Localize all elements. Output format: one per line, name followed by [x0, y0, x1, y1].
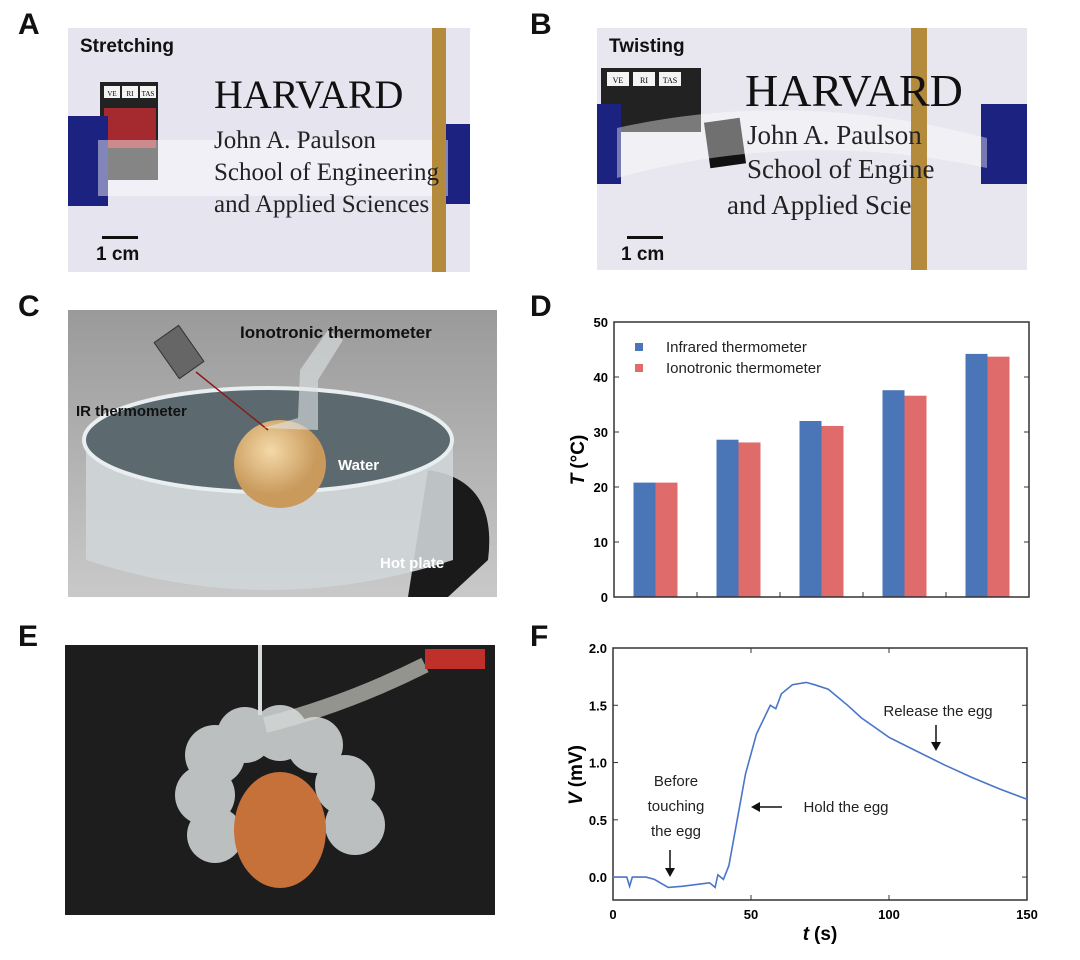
voltage-line-chart: V(mV) t (s) Before touching the egg Hold … — [566, 641, 1038, 945]
caption-twisting: Twisting — [609, 36, 685, 57]
sign-line3: and Applied Scie — [727, 190, 911, 220]
ionotronic-sensor — [263, 330, 343, 430]
gripper-photo — [65, 645, 495, 915]
panel-label-b: B — [530, 8, 552, 41]
sign-title: HARVARD — [745, 65, 963, 116]
bar-infrared — [965, 353, 988, 597]
egg — [234, 772, 326, 888]
y-tick-label: 2.0 — [589, 641, 607, 656]
egg — [234, 420, 326, 508]
legend-label: Ionotronic thermometer — [666, 360, 821, 377]
y-tick-label: 20 — [594, 480, 608, 495]
sign-line2: School of Engine — [747, 154, 934, 184]
bar-ionotronic — [987, 356, 1010, 597]
label-water: Water — [338, 457, 379, 474]
legend-swatch — [635, 364, 643, 372]
svg-text:VE: VE — [107, 90, 116, 98]
thermometer-schematic: Ionotronic thermometer IR thermometer Wa… — [68, 310, 497, 597]
left-glove — [68, 116, 108, 206]
x-tick-label: 150 — [1016, 907, 1038, 922]
sign-line2: School of Engineering — [214, 159, 439, 186]
legend-swatch — [635, 343, 643, 351]
sign-line1: John A. Paulson — [747, 120, 922, 150]
panel-label-e: E — [18, 620, 39, 653]
bar-ionotronic — [904, 395, 927, 597]
x-tick-label: 100 — [878, 907, 900, 922]
svg-text:RI: RI — [127, 90, 135, 98]
legend-label: Infrared thermometer — [666, 339, 807, 356]
y-tick-label: 0 — [601, 590, 608, 605]
left-glove — [597, 104, 621, 184]
y-axis-label: V(mV) — [566, 745, 587, 805]
y-tick-label: 30 — [594, 425, 608, 440]
bar-ionotronic — [738, 442, 761, 597]
temperature-bar-chart: T(°C) 0 10 20 30 40 50 Infrared thermometer Ion… — [568, 315, 1030, 605]
bar-infrared — [633, 482, 656, 597]
y-tick-label: 0.5 — [589, 813, 607, 828]
bar-infrared — [799, 421, 822, 597]
soft-gripper — [175, 705, 385, 863]
right-glove — [981, 104, 1027, 184]
scale-bar-label: 1 cm — [96, 244, 139, 265]
bar-ionotronic — [655, 482, 678, 597]
y-tick-label: 50 — [594, 315, 608, 330]
twisting-photo: VE RI TAS HARVARD John A. Paulson School… — [597, 28, 1027, 270]
stretchable-film — [98, 140, 448, 196]
annotation-hold: Hold the egg — [803, 799, 888, 816]
annotation-before-1: Before — [654, 773, 698, 790]
panel-label-d: D — [530, 290, 552, 323]
voltage-series-line — [613, 681, 1028, 890]
svg-text:TAS: TAS — [663, 76, 677, 85]
x-tick-label: 50 — [744, 907, 758, 922]
bar-infrared — [716, 439, 739, 597]
sign-title: HARVARD — [214, 72, 403, 117]
scale-bar — [102, 236, 138, 239]
y-axis-label: T(°C) — [568, 435, 589, 486]
label-ionotronic-thermometer: Ionotronic thermometer — [240, 323, 432, 342]
svg-text:VE: VE — [613, 76, 624, 85]
right-glove — [446, 124, 470, 204]
panel-label-c: C — [18, 290, 40, 323]
annotation-before-3: the egg — [651, 823, 701, 840]
sign-line3: and Applied Sciences — [214, 191, 429, 218]
bar-ionotronic — [821, 425, 844, 597]
scale-bar-label: 1 cm — [621, 244, 664, 265]
ir-thermometer — [153, 324, 205, 380]
x-axis-label: t (s) — [803, 924, 838, 945]
bar-infrared — [882, 390, 905, 597]
panel-label-f: F — [530, 620, 549, 653]
electrode-strip — [432, 28, 446, 272]
panel-label-a: A — [18, 8, 40, 41]
annotation-release: Release the egg — [883, 703, 992, 720]
stretching-photo: VE RI TAS HARVARD John A. Paulson School… — [68, 28, 470, 272]
y-tick-label: 40 — [594, 370, 608, 385]
svg-text:RI: RI — [640, 76, 648, 85]
caption-stretching: Stretching — [80, 36, 174, 57]
svg-text:TAS: TAS — [142, 90, 155, 98]
twisted-film — [703, 117, 747, 169]
label-hot-plate: Hot plate — [380, 555, 444, 572]
sign-line1: John A. Paulson — [214, 127, 376, 154]
y-tick-label: 10 — [594, 535, 608, 550]
y-tick-label: 1.5 — [589, 698, 607, 713]
x-tick-label: 0 — [609, 907, 616, 922]
connector-clip — [425, 649, 485, 669]
plot-frame — [612, 647, 1028, 901]
plot-frame — [613, 321, 1030, 598]
annotation-before-2: touching — [648, 798, 705, 815]
electrode-strip — [911, 28, 927, 270]
scale-bar — [627, 236, 663, 239]
y-tick-label: 0.0 — [589, 870, 607, 885]
label-ir-thermometer: IR thermometer — [76, 403, 187, 420]
y-tick-label: 1.0 — [589, 756, 607, 771]
harvard-shield: VE RI TAS — [100, 82, 158, 180]
